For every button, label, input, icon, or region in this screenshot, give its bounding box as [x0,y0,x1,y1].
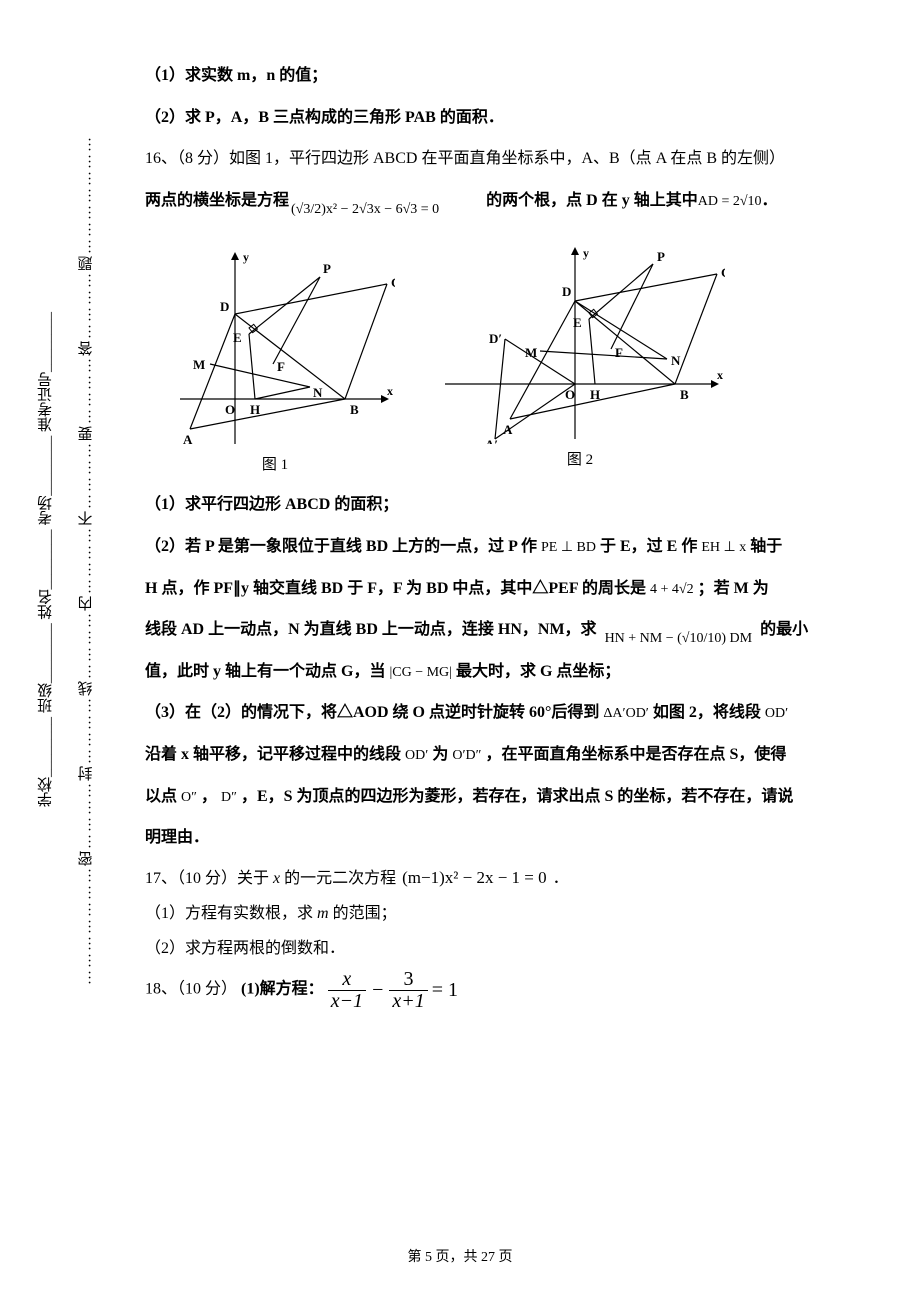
svg-text:y: y [243,250,249,264]
svg-text:D: D [562,284,571,299]
q16-line1: 16、（8 分）如图 1，平行四边形 ABCD 在平面直角坐标系中，A、B（点 … [145,138,875,180]
binding-sidebar: 学校________ 班级________ 姓名________ 考场_____… [32,80,102,1040]
q16-part2-l2: H 点，作 PF∥y 轴交直线 BD 于 F，F 为 BD 中点，其中△PEF … [145,568,875,610]
svg-text:E: E [573,315,582,330]
q15-part1: （1）求实数 m，n 的值； [145,55,875,97]
q17-part2: （2）求方程两根的倒数和． [145,931,875,966]
svg-text:P: P [323,261,331,276]
svg-text:M: M [525,345,537,360]
svg-text:N: N [313,385,323,400]
q16-part3-l3: 以点 O″ ， D″ ，E，S 为顶点的四边形为菱形，若存在，请求出点 S 的坐… [145,776,875,818]
svg-text:H: H [250,402,260,417]
svg-text:A′: A′ [485,437,498,444]
svg-text:M: M [193,357,205,372]
q16-part2-l3: 线段 AD 上一动点，N 为直线 BD 上一动点，连接 HN，NM，求 HN +… [145,609,875,651]
svg-text:F: F [277,359,285,374]
q15-part2: （2）求 P，A，B 三点构成的三角形 PAB 的面积． [145,97,875,139]
sidebar-seal-line: …………………密…………封…………线…………内…………不…………要…………答……… [72,80,100,1040]
svg-text:D′: D′ [489,331,502,346]
figure-2-caption: 图 2 [567,448,593,469]
figure-1-svg: A OH B D C P E F M Nx y [155,239,395,449]
q16-part2-l4: 值，此时 y 轴上有一个动点 G，当 |CG − MG| 最大时，求 G 点坐标… [145,651,875,693]
figure-2-svg: A A′ OH B D C P E F M N D′ x y [435,239,725,444]
svg-text:P: P [657,249,665,264]
svg-text:O: O [565,387,575,402]
svg-text:E: E [233,330,242,345]
svg-text:H: H [590,387,600,402]
figure-1: A OH B D C P E F M Nx y 图 1 [155,239,395,474]
q18: 18、（10 分） (1)解方程： xx−1 − 3x+1 = 1 [145,966,875,1014]
svg-text:B: B [680,387,689,402]
svg-text:A: A [503,422,513,437]
q16-equation: (√3/2)x² − 2√3x − 6√3 = 0 [291,192,439,228]
page-footer: 第 5 页，共 27 页 [0,1246,920,1266]
page-body: （1）求实数 m，n 的值； （2）求 P，A，B 三点构成的三角形 PAB 的… [145,55,875,1014]
svg-text:A: A [183,432,193,447]
svg-text:y: y [583,246,589,260]
q16-part3-l1: （3）在（2）的情况下，将△AOD 绕 O 点逆时针旋转 60°后得到 ΔA′O… [145,692,875,734]
svg-text:N: N [671,353,681,368]
q17-part1: （1）方程有实数根，求 m 的范围； [145,896,875,931]
q16-line2: 两点的横坐标是方程 (√3/2)x² − 2√3x − 6√3 = 0 的两个根… [145,180,875,222]
figure-2: A A′ OH B D C P E F M N D′ x y 图 2 [435,239,725,474]
q16-part3-l4: 明理由． [145,817,875,859]
svg-text:F: F [615,345,623,360]
q16-part1: （1）求平行四边形 ABCD 的面积； [145,484,875,526]
svg-text:C: C [721,265,725,280]
svg-text:x: x [387,384,393,398]
figures-row: AOHBDCPEFMNxy 图 1 AA′OHBDCPEFMND′xy 图 2 [155,239,875,474]
figure-1-caption: 图 1 [262,453,288,474]
sidebar-fill-in-labels: 学校________ 班级________ 姓名________ 考场_____… [32,80,60,1040]
q16-part3-l2: 沿着 x 轴平移，记平移过程中的线段 OD′ 为 O′D″ ，在平面直角坐标系中… [145,734,875,776]
svg-text:O: O [225,402,235,417]
svg-text:x: x [717,368,723,382]
svg-text:C: C [391,275,395,290]
svg-text:D: D [220,299,229,314]
svg-text:B: B [350,402,359,417]
q17-stem: 17、（10 分）关于 x 的一元二次方程 (m−1)x² − 2x − 1 =… [145,859,875,896]
q16-part2-l1: （2）若 P 是第一象限位于直线 BD 上方的一点，过 P 作 PE ⊥ BD … [145,526,875,568]
q18-equation: xx−1 − 3x+1 = 1 [328,966,458,1014]
